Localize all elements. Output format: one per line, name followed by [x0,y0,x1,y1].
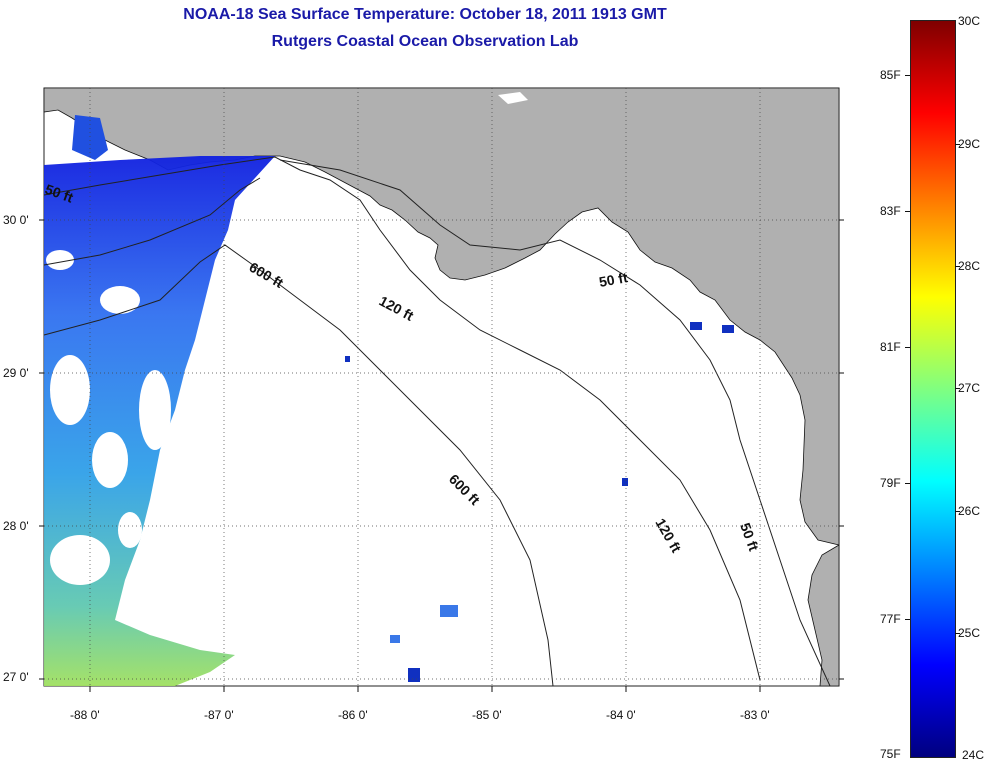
colorbar-fahrenheit-label: 79F [880,476,901,490]
cloud-gaps [46,250,171,585]
colorbar-tick [905,483,910,484]
colorbar-celsius-label: 29C [958,137,981,151]
lon-label: -87 0' [204,708,234,722]
chart-title: NOAA-18 Sea Surface Temperature: October… [183,6,667,23]
colorbar-tick [905,75,910,76]
map-ticks [39,219,844,692]
lat-label: 29 0' [3,366,29,380]
depth-contours [43,156,831,687]
mobile-bay [72,115,108,160]
lon-label: -84 0' [606,708,636,722]
lon-label: -83 0' [740,708,770,722]
colorbar-fahrenheit-label: 81F [880,340,901,354]
colorbar-tick [955,266,960,267]
contour-label: 50 ft [598,269,629,290]
colorbar-celsius-label: 30C [958,14,981,28]
sst-map: 50 ft 600 ft 120 ft 50 ft 600 ft 120 ft … [39,87,844,692]
lat-label: 28 0' [3,519,29,533]
colorbar-celsius-label: 26C [958,504,981,518]
colorbar-fahrenheit-label: 77F [880,612,901,626]
lat-label: 30 0' [3,213,29,227]
sst-patches [345,322,734,682]
colorbar-tick [955,144,960,145]
lon-label: -86 0' [338,708,368,722]
colorbar-celsius-label: 24C [962,748,985,762]
colorbar-fahrenheit-label: 85F [880,68,901,82]
graticule [44,88,839,686]
colorbar-fahrenheit-label: 75F [880,747,901,761]
colorbar-celsius-label: 25C [958,626,981,640]
colorbar-celsius-label: 28C [958,259,981,273]
colorbar-celsius-label: 27C [958,381,981,395]
lon-label: -88 0' [70,708,100,722]
colorbar-fahrenheit-label: 83F [880,204,901,218]
colorbar-tick [955,633,960,634]
colorbar [910,20,956,758]
lat-label: 27 0' [3,670,29,684]
lon-label: -85 0' [472,708,502,722]
colorbar-tick [905,211,910,212]
colorbar-tick [955,511,960,512]
lake-inland [498,92,528,104]
land-mass-se [807,544,840,687]
colorbar-tick [905,347,910,348]
chart-subtitle: Rutgers Coastal Ocean Observation Lab [271,33,579,50]
colorbar-tick [905,619,910,620]
colorbar-tick [955,388,960,389]
